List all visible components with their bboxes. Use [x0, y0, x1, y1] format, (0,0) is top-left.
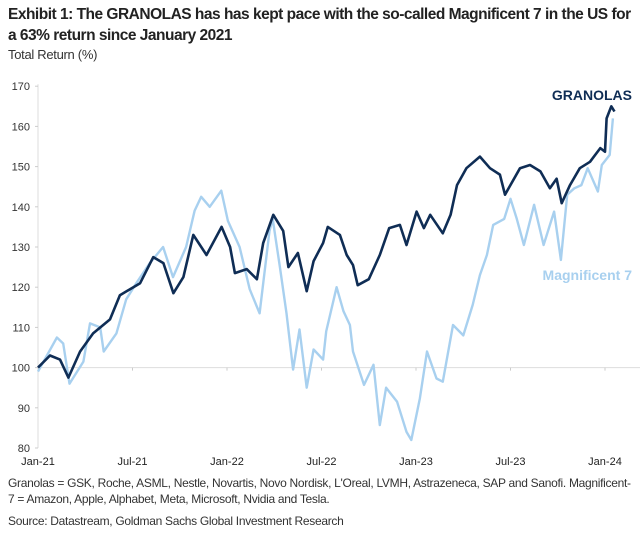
y-tick-label: 90 [18, 403, 30, 415]
source-note: Source: Datastream, Goldman Sachs Global… [8, 514, 344, 528]
granolas-series-label: GRANOLAS [552, 87, 632, 103]
magnificent7-series-line [36, 118, 615, 442]
x-tick-label: Jan-21 [21, 456, 55, 468]
y-tick-label: 100 [12, 363, 30, 375]
series-lines [36, 105, 616, 442]
x-tick-label: Jan-22 [210, 456, 244, 468]
footnote: Granolas = GSK, Roche, ASML, Nestle, Nov… [8, 476, 631, 506]
x-tick-label: Jul-21 [118, 456, 148, 468]
y-tick-label: 130 [12, 242, 30, 254]
x-tick-label: Jan-24 [588, 456, 622, 468]
y-tick-label: 80 [18, 443, 30, 455]
y-tick-label: 110 [12, 322, 30, 334]
y-tick-label: 150 [12, 162, 30, 174]
chart-title: Exhibit 1: The GRANOLAS has has kept pac… [8, 6, 631, 44]
x-tick-label: Jan-23 [399, 456, 433, 468]
axes: 80 90 100 110 120 130 140 150 160 170 Jan-21 Jul-21… [12, 81, 640, 468]
magnificent7-series-label: Magnificent 7 [543, 267, 633, 283]
x-tick-label: Jul-23 [496, 456, 526, 468]
granolas-series-line [37, 105, 616, 379]
y-tick-label: 170 [12, 81, 30, 93]
y-tick-label: 160 [12, 121, 30, 133]
y-axis-label: Total Return (%) [8, 47, 98, 62]
x-tick-label: Jul-22 [307, 456, 337, 468]
series-labels: GRANOLAS Magnificent 7 [543, 87, 633, 283]
y-tick-label: 140 [12, 202, 30, 214]
y-tick-label: 120 [12, 282, 30, 294]
